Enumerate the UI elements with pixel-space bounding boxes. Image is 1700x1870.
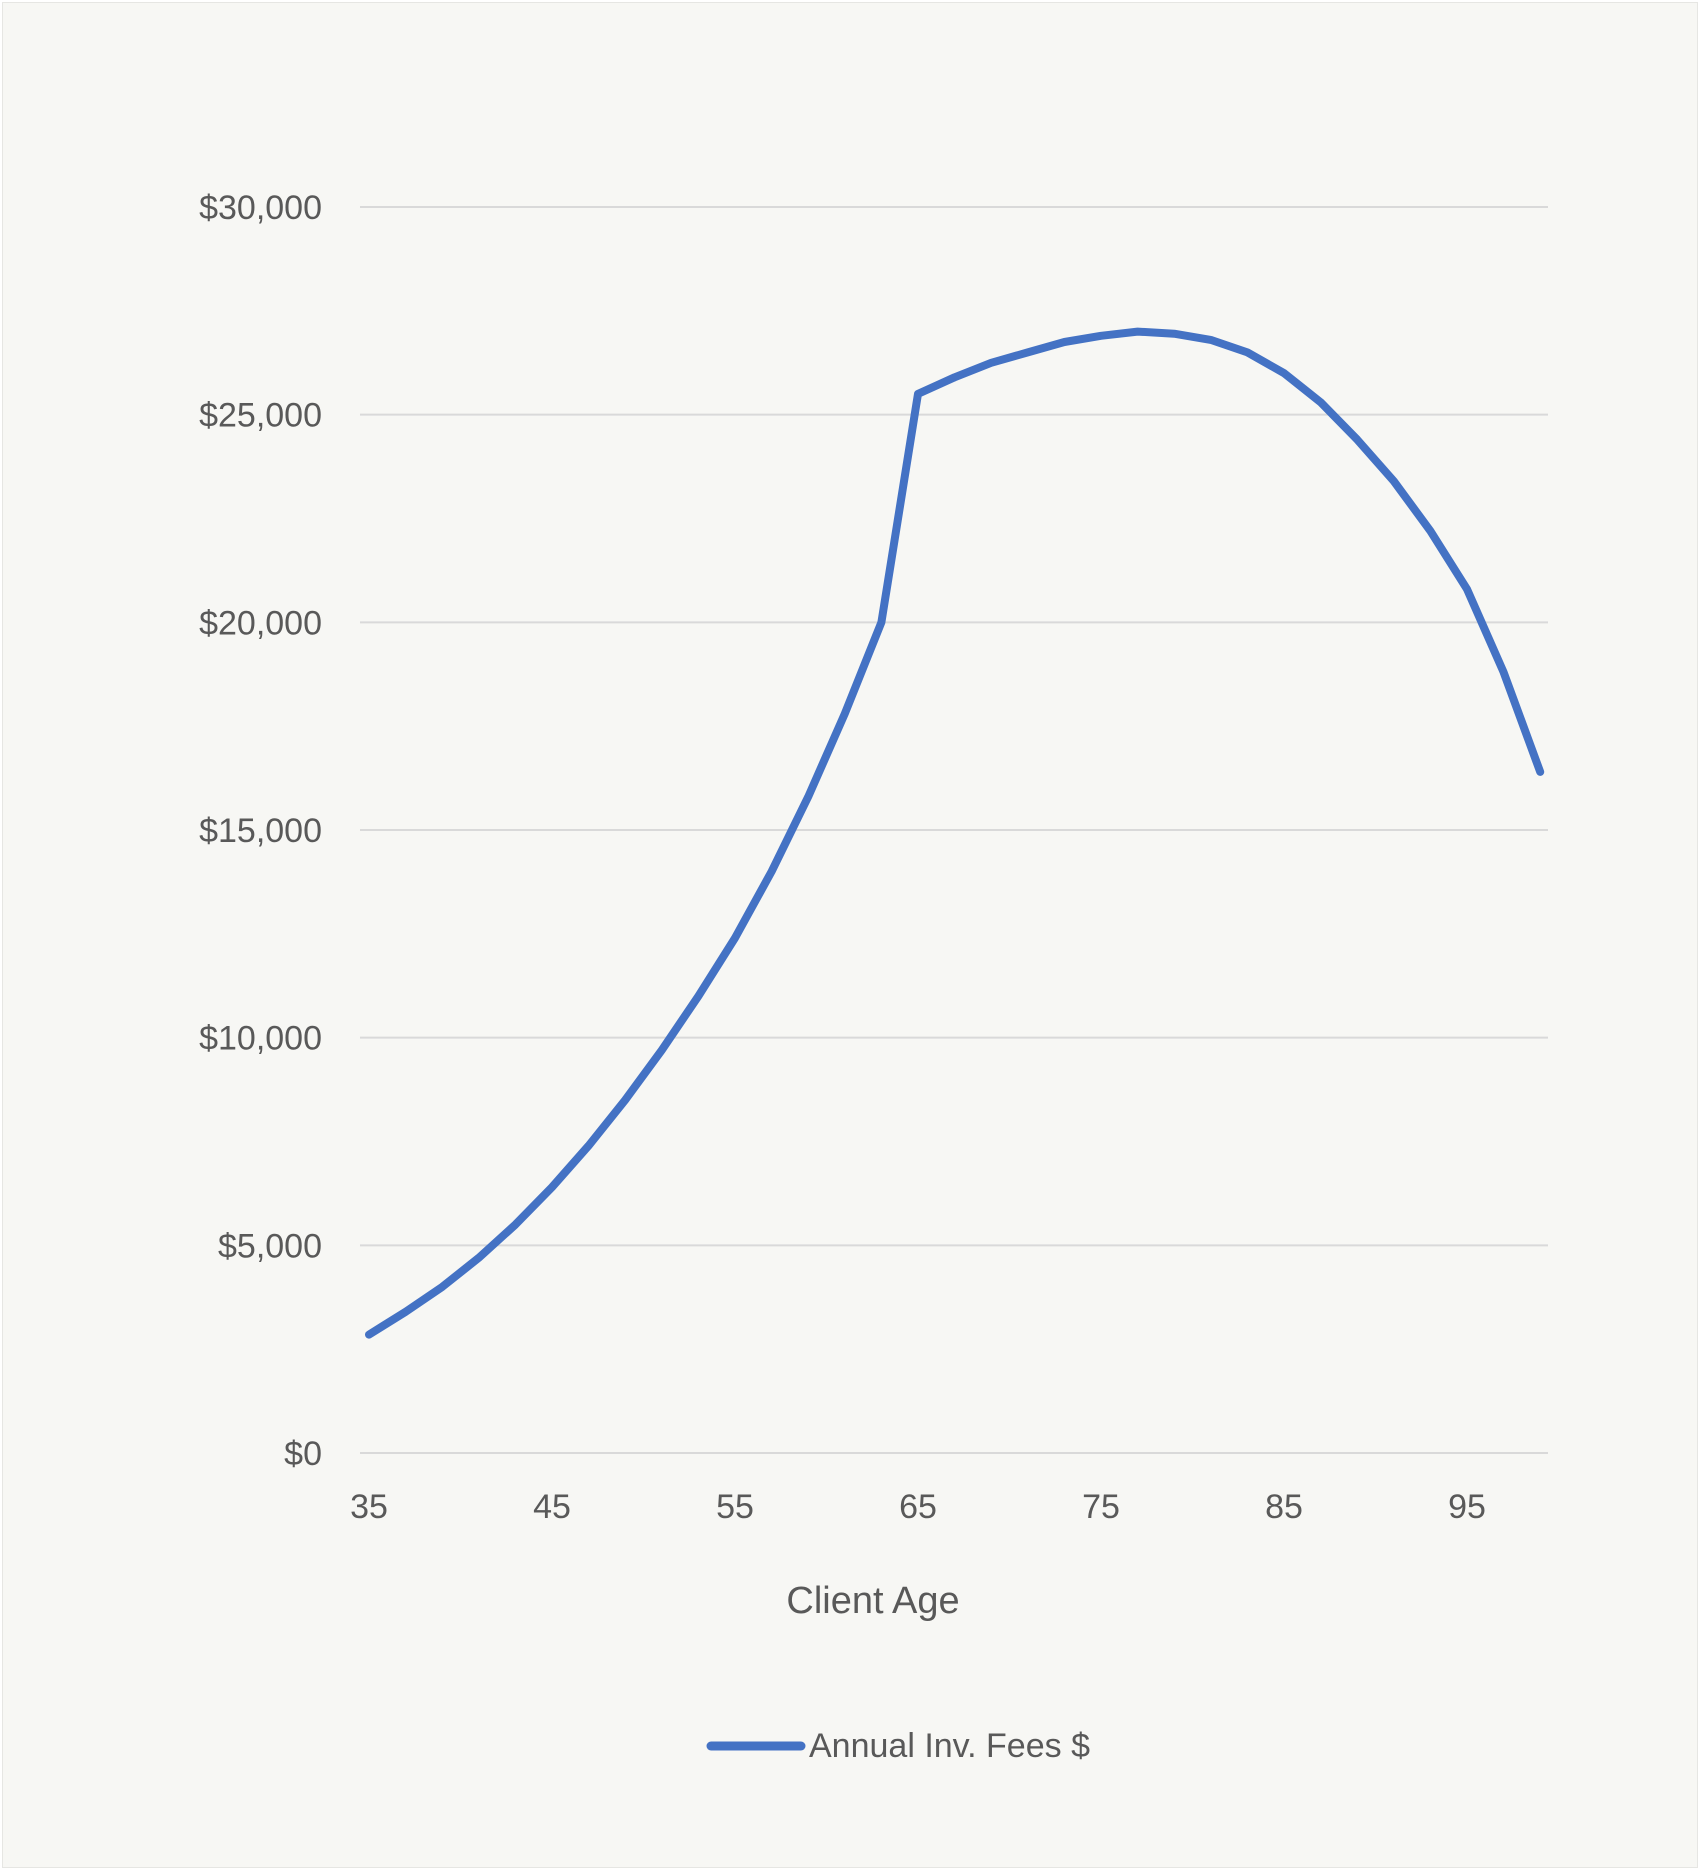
- y-tick-label: $30,000: [199, 189, 322, 227]
- y-tick-label: $15,000: [199, 812, 322, 850]
- y-tick-label: $0: [284, 1435, 322, 1473]
- x-tick-label: 95: [1448, 1488, 1486, 1526]
- gridlines: [360, 206, 1548, 1454]
- legend: Annual Inv. Fees $: [706, 1727, 1090, 1765]
- series-group: [365, 327, 1545, 1339]
- x-tick-label: 75: [1082, 1488, 1120, 1526]
- x-axis-title: Client Age: [786, 1580, 959, 1622]
- x-tick-label: 85: [1265, 1488, 1303, 1526]
- y-axis-ticks: $0 $5,000 $10,000 $15,000 $20,000 $25,000 $30,…: [199, 189, 322, 1473]
- x-tick-label: 45: [533, 1488, 571, 1526]
- y-tick-label: $20,000: [199, 604, 322, 642]
- legend-label: Annual Inv. Fees $: [809, 1727, 1090, 1765]
- y-tick-label: $5,000: [218, 1227, 322, 1265]
- y-tick-label: $25,000: [199, 397, 322, 435]
- y-tick-label: $10,000: [199, 1020, 322, 1058]
- x-tick-label: 65: [899, 1488, 937, 1526]
- x-axis-ticks: 35 45 55 65 75 85 95: [350, 1488, 1486, 1526]
- series-line: [365, 327, 1545, 1339]
- x-tick-label: 55: [716, 1488, 754, 1526]
- x-tick-label: 35: [350, 1488, 388, 1526]
